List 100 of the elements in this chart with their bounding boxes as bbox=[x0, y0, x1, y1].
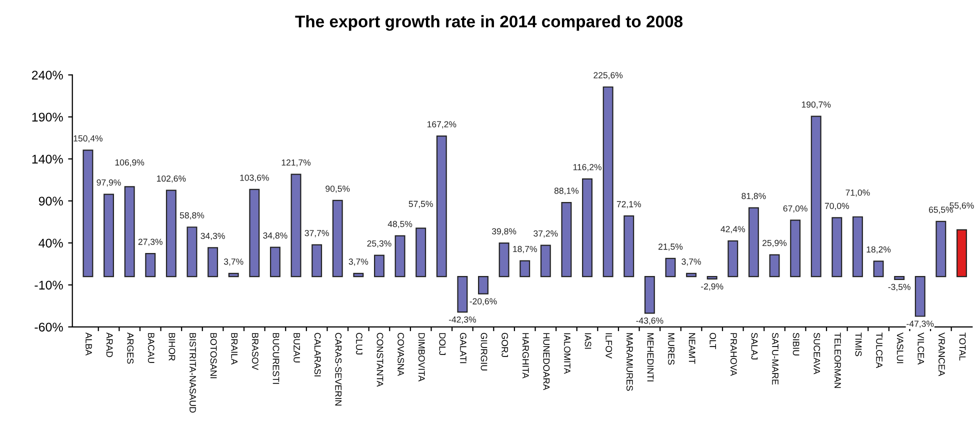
x-tick-label: IALOMITA bbox=[564, 333, 570, 374]
data-label: 34,8% bbox=[263, 232, 288, 240]
bar bbox=[457, 276, 468, 313]
bar bbox=[540, 244, 551, 278]
x-tick-label: BUZAU bbox=[294, 333, 300, 362]
bar bbox=[914, 276, 926, 317]
bar bbox=[582, 178, 592, 278]
x-tick-label: COVASNA bbox=[398, 332, 404, 376]
x-tick-label: TELEORMAN bbox=[834, 332, 841, 388]
data-label: 21,5% bbox=[658, 244, 683, 251]
data-label: 70,0% bbox=[824, 202, 850, 210]
x-tick-label: GALATI bbox=[460, 332, 466, 364]
data-label: 67,0% bbox=[783, 205, 808, 213]
x-tick-label: SATU-MARE bbox=[772, 332, 778, 385]
data-label: 150,4% bbox=[74, 135, 103, 143]
y-tick-label: 140% bbox=[32, 154, 63, 164]
bar bbox=[332, 200, 343, 278]
data-label: 81,8% bbox=[742, 192, 766, 200]
data-label: 18,2% bbox=[866, 246, 891, 254]
bar bbox=[478, 276, 488, 294]
data-label: 88,1% bbox=[554, 188, 579, 195]
data-label: 48,5% bbox=[388, 220, 412, 228]
x-tick-label: CLUJ bbox=[356, 332, 362, 354]
x-tick-label: CALARASI bbox=[314, 332, 321, 376]
bar bbox=[936, 220, 946, 278]
bar bbox=[644, 276, 655, 314]
bar bbox=[748, 207, 759, 278]
x-tick-label: MARAMURES bbox=[626, 333, 633, 391]
bar bbox=[145, 253, 156, 278]
data-label: 190,7% bbox=[802, 101, 831, 109]
bar bbox=[82, 150, 94, 278]
data-label: 97,9% bbox=[96, 179, 121, 187]
bar bbox=[436, 136, 447, 278]
x-tick-label: GORJ bbox=[502, 332, 508, 357]
data-label: 25,3% bbox=[367, 240, 392, 248]
x-tick-label: GIURGIU bbox=[480, 332, 488, 370]
y-tick-label: 40% bbox=[38, 238, 63, 248]
bar bbox=[228, 272, 239, 278]
bar bbox=[166, 190, 176, 278]
x-tick-label: CONSTANTA bbox=[376, 332, 384, 387]
x-tick-label: TOTAL bbox=[959, 332, 966, 360]
bar bbox=[624, 215, 634, 278]
data-label: 106,9% bbox=[115, 159, 144, 167]
x-tick-label: HUNEDOARA bbox=[543, 333, 550, 390]
x-tick-label: ARAD bbox=[106, 332, 113, 358]
x-tick-label: BRAILA bbox=[231, 333, 238, 365]
data-label: 25,9% bbox=[762, 240, 787, 248]
bar bbox=[561, 202, 572, 278]
y-tick-label: 190% bbox=[32, 112, 63, 122]
bar bbox=[706, 276, 718, 280]
x-tick-label: SIBIU bbox=[792, 332, 800, 356]
bar bbox=[353, 272, 364, 278]
data-label: 71,0% bbox=[846, 190, 870, 197]
bar bbox=[686, 272, 697, 278]
x-tick-label: NEAMT bbox=[688, 333, 696, 364]
data-label: 116,2% bbox=[573, 164, 602, 172]
x-tick-label: SALAJ bbox=[751, 332, 758, 360]
data-label: -3,5% bbox=[888, 284, 910, 292]
data-label: 3,7% bbox=[348, 258, 368, 266]
x-tick-label: HARGHITA bbox=[522, 333, 529, 378]
bar bbox=[374, 254, 384, 278]
data-label: 90,5% bbox=[326, 186, 350, 193]
data-label: -43,6% bbox=[636, 318, 664, 325]
bar bbox=[124, 186, 135, 278]
bar bbox=[832, 217, 842, 278]
data-label: 102,6% bbox=[157, 175, 186, 183]
chart-title: The export growth rate in 2014 compared to 2008 bbox=[295, 15, 683, 31]
data-label: 72,1% bbox=[616, 201, 641, 208]
x-tick-label: DIMBOVITA bbox=[418, 333, 425, 382]
data-label: -47,3% bbox=[906, 320, 934, 328]
data-label: -42,3% bbox=[448, 316, 476, 324]
data-label: 121,7% bbox=[282, 159, 311, 167]
data-label: -2,9% bbox=[701, 283, 724, 291]
y-tick-label: 90% bbox=[38, 196, 63, 206]
bar bbox=[894, 276, 905, 280]
data-label: 58,8% bbox=[180, 212, 204, 220]
x-tick-label: BIHOR bbox=[168, 333, 176, 361]
x-tick-label: DOLJ bbox=[439, 333, 446, 355]
bar bbox=[394, 235, 406, 278]
x-tick-label: MURES bbox=[668, 333, 674, 365]
x-tick-label: ALBA bbox=[86, 332, 92, 356]
x-tick-label: BOTOSANI bbox=[210, 333, 217, 378]
data-label: 57,5% bbox=[408, 200, 433, 208]
x-tick-label: OLT bbox=[710, 332, 716, 350]
data-label: 3,7% bbox=[682, 258, 701, 266]
data-label: 167,2% bbox=[427, 121, 456, 128]
x-tick-label: VILCEA bbox=[918, 332, 924, 365]
data-label: 37,2% bbox=[534, 230, 558, 238]
x-tick-label: BACAU bbox=[148, 333, 154, 363]
bar bbox=[520, 260, 530, 278]
data-label: 39,8% bbox=[492, 228, 516, 236]
y-tick-label: -10% bbox=[34, 280, 63, 290]
bar bbox=[728, 240, 738, 278]
bar bbox=[104, 194, 114, 278]
bar bbox=[312, 244, 322, 278]
x-tick-label: CARAS-SEVERIN bbox=[335, 332, 342, 406]
bar bbox=[498, 242, 510, 278]
data-label: 34,3% bbox=[200, 232, 225, 240]
bar bbox=[416, 228, 426, 278]
x-tick-label: TIMIS bbox=[855, 332, 862, 356]
